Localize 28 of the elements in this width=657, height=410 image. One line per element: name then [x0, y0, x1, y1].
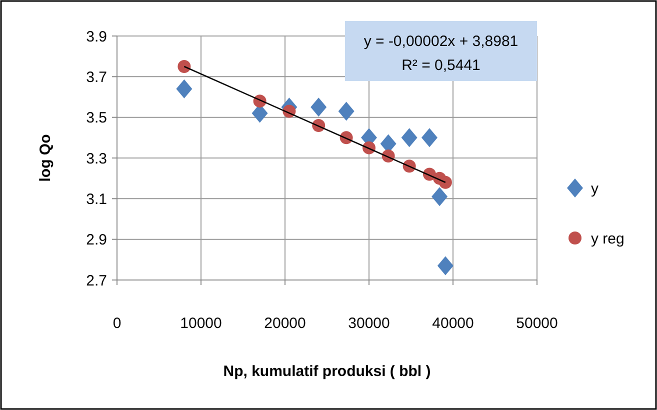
y-tick-label: 2.9	[86, 232, 107, 249]
x-tick-label: 20000	[264, 315, 306, 332]
legend-label: y	[591, 180, 599, 198]
point	[432, 187, 448, 206]
x-axis-title: Np, kumulatif produksi ( bbl )	[223, 363, 431, 380]
x-tick-label: 50000	[516, 315, 558, 332]
point	[401, 128, 418, 148]
point	[178, 60, 191, 73]
annotation: R² = 0,5441	[402, 57, 480, 74]
y-axis-title: log Qo	[37, 134, 54, 182]
y-tick-label: 3.1	[86, 190, 107, 208]
x-tick-label: 40000	[432, 315, 474, 332]
y-tick-label: 3.9	[86, 28, 107, 46]
point	[438, 176, 452, 189]
point	[421, 128, 438, 148]
point	[338, 102, 354, 121]
legend-label: y reg	[591, 230, 624, 248]
annotation: y = -0,00002x + 3,8981	[364, 33, 518, 50]
point	[310, 98, 327, 117]
x-tick-label: 10000	[180, 315, 222, 332]
point	[176, 79, 192, 98]
x-tick-label: 30000	[348, 315, 390, 332]
y-tick-label: 3.3	[86, 150, 107, 168]
y-tick-label: 2.7	[86, 272, 107, 290]
point	[437, 256, 454, 276]
y-tick-label: 3.7	[86, 68, 107, 86]
x-tick-label: 0	[112, 315, 122, 332]
y-tick-label: 3.5	[86, 110, 107, 127]
